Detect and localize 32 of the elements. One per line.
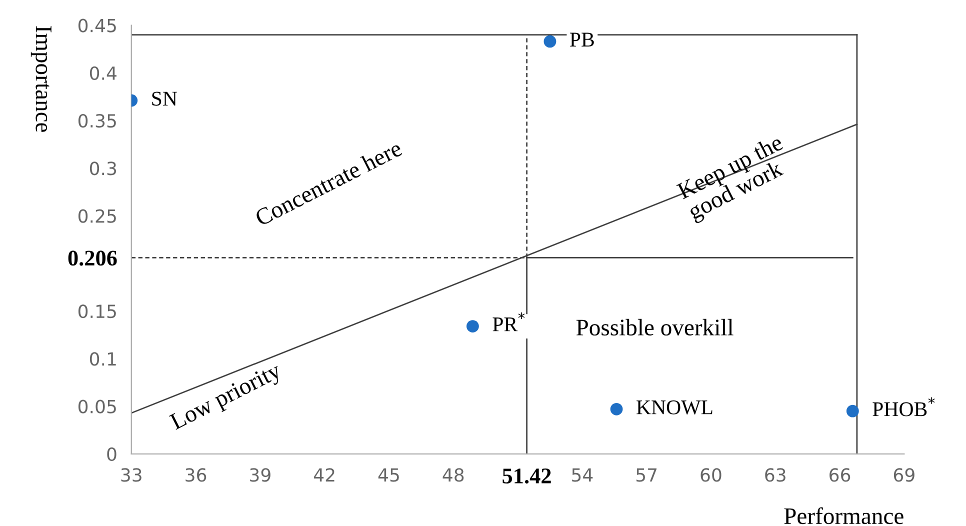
y-tick-label: 0.1 (90, 352, 116, 366)
y-tick-label: 0.05 (78, 400, 116, 414)
y-tick-label: 0.35 (78, 114, 116, 128)
annotation: PB (570, 32, 594, 47)
x-tick-label: 54 (572, 468, 593, 482)
y-tick-label: 0.3 (90, 162, 116, 176)
y-tick-label: 0.15 (78, 304, 116, 318)
x-tick-label: 42 (314, 468, 334, 482)
x-tick-label: 39 (250, 468, 270, 482)
x-tick-label: 45 (378, 468, 399, 482)
y-tick-label: 0 (107, 447, 116, 462)
x-tick-label: 60 (700, 468, 722, 482)
y-tick-label: 0.25 (78, 209, 116, 223)
x-tick-label: 63 (765, 468, 786, 482)
annotation: Possible overkill (576, 318, 734, 336)
annotation: SN (152, 92, 177, 106)
y-tick-label: 0.4 (90, 66, 116, 80)
x-axis-title: Performance (784, 507, 904, 524)
annotation: PR$^{*}$ (492, 312, 525, 332)
x-tick-label: 48 (442, 468, 464, 482)
annotation: Keep up the good work (676, 133, 786, 224)
x-tick-label: 66 (830, 468, 850, 482)
y-tick-label: 0.206 (68, 250, 117, 266)
x-tick-label: 36 (186, 468, 206, 482)
annotation: PHOB$^{*}$ (872, 397, 935, 416)
x-tick-label: 33 (121, 468, 142, 482)
annotation: KNOWL (636, 400, 712, 414)
x-tick-label: 69 (894, 468, 914, 482)
y-tick-label: 0.45 (78, 18, 116, 32)
x-tick-label: 51.42 (502, 468, 551, 484)
x-tick-label: 57 (636, 468, 657, 482)
y-axis-title: Importance (30, 26, 52, 132)
